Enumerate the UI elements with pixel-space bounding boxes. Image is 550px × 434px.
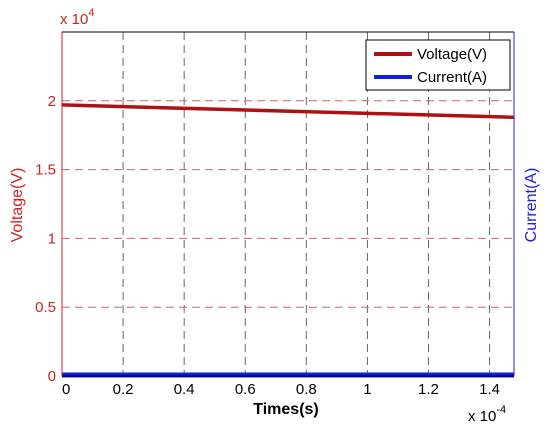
x-exponent-base: x 10 [468,408,496,425]
series-line-voltage-v [61,103,515,120]
y-left-axis-label: Voltage(V) [9,168,26,243]
x-exponent-power: -4 [496,404,506,416]
x-tick-label: 0.8 [296,381,317,398]
grid-lines [62,32,514,376]
series-lines [61,103,515,378]
y-tick-label: 0.5 [35,299,56,316]
y-exponent-base: x 10 [60,11,88,28]
x-exponent-label: x 10-4 [468,404,506,425]
x-tick-label: 1 [363,381,371,398]
legend-label-voltage: Voltage(V) [417,46,487,63]
x-tick-label: 1.2 [418,381,439,398]
y-right-axis-label: Current(A) [523,168,540,243]
x-tick-label: 0.2 [113,381,134,398]
y-exponent-label: x 104 [60,7,94,28]
legend-box [365,39,511,91]
legend-label-current: Current(A) [417,69,487,86]
x-axis-label: Times(s) [253,401,319,418]
y-tick-label: 1 [48,230,56,247]
x-tick-label: 0.6 [235,381,256,398]
x-tick-label: 0 [62,381,70,398]
legend: Voltage(V) Current(A) [365,39,511,91]
x-tick-label: 1.4 [479,381,500,398]
y-tick-label: 2 [48,93,56,110]
y-tick-label: 0 [48,368,56,385]
tick-labels: 0 0.2 0.4 0.6 0.8 1 1.2 1.4 0 0.5 1 1.5 2 [35,93,500,398]
y-tick-label: 1.5 [35,162,56,179]
x-tick-label: 0.4 [174,381,195,398]
y-exponent-power: 4 [88,7,94,19]
